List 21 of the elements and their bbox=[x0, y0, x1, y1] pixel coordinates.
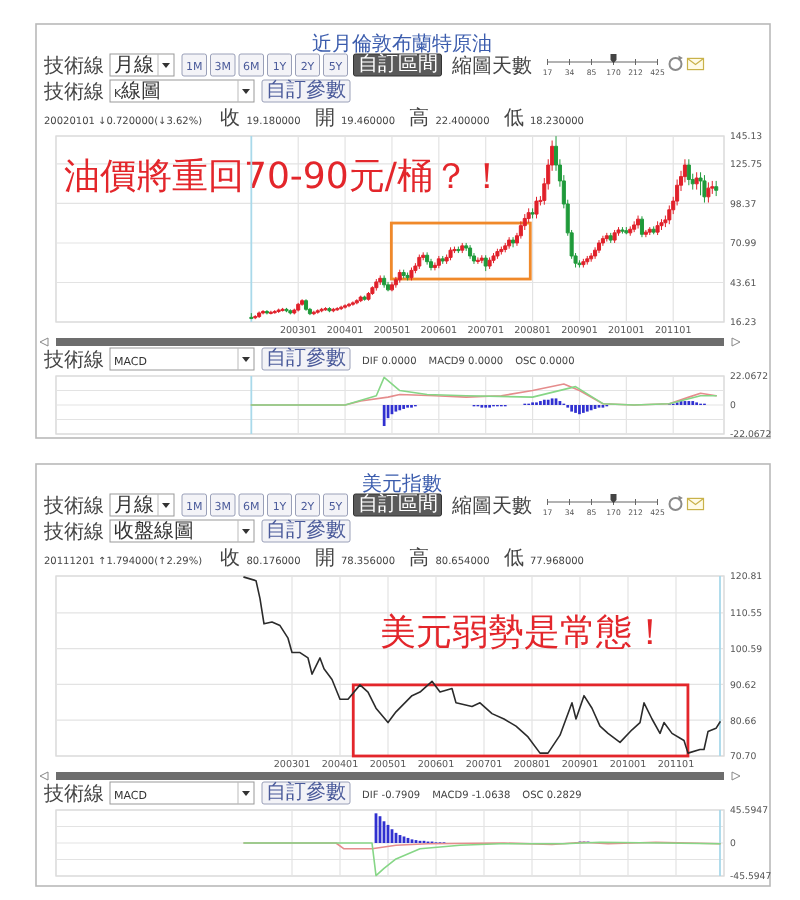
text: 技術線 bbox=[42, 494, 104, 518]
button: 自訂區間 bbox=[353, 493, 442, 517]
button: 自訂參數 bbox=[261, 519, 351, 543]
button: 自訂參數 bbox=[261, 79, 351, 103]
chart-title: 近月倫敦布蘭特原油 bbox=[312, 32, 492, 56]
text: 技術線 bbox=[42, 80, 104, 104]
annotation: 美元弱勢是常態！ bbox=[380, 612, 668, 654]
text: 月線 bbox=[114, 495, 154, 517]
button: 自訂參數 bbox=[261, 781, 351, 805]
text: 技術線 bbox=[42, 54, 104, 78]
text: 縮圖天數 bbox=[449, 494, 532, 518]
text: 縮圖天數 bbox=[449, 54, 532, 78]
chart-title: 美元指數 bbox=[362, 472, 442, 496]
button: 自訂參數 bbox=[261, 347, 351, 371]
text: 技術線 bbox=[42, 782, 104, 806]
annotation: 油價將重回70-90元/桶？！ bbox=[64, 156, 505, 198]
text: 月線 bbox=[114, 55, 154, 77]
text: 收盤線圖 bbox=[114, 519, 194, 543]
text: 技術線 bbox=[42, 348, 104, 372]
text: 技術線 bbox=[42, 520, 104, 544]
button: 自訂區間 bbox=[353, 53, 442, 77]
